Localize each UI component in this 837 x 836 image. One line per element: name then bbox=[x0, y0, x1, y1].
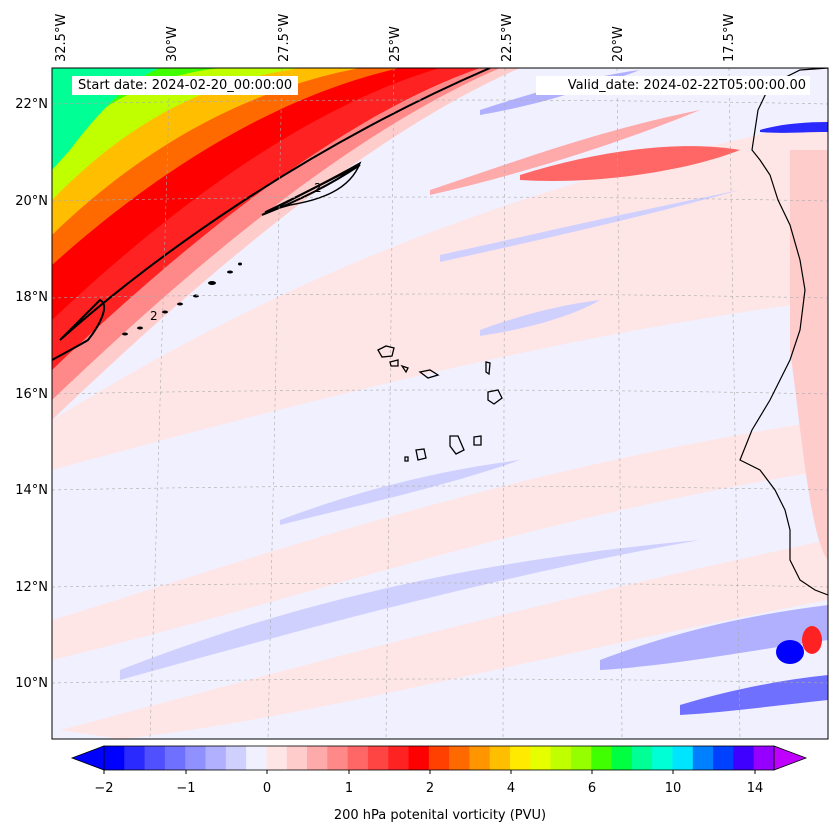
colorbar-swatch bbox=[570, 746, 592, 770]
colorbar-swatch bbox=[185, 746, 207, 770]
lon-label: 20°W bbox=[611, 26, 626, 62]
colorbar-tick-label: 1 bbox=[344, 781, 354, 796]
colorbar-swatch bbox=[510, 746, 531, 770]
colorbar-swatch bbox=[489, 746, 511, 770]
colorbar-swatch bbox=[631, 746, 653, 770]
colorbar-swatch bbox=[205, 746, 227, 770]
colorbar-swatch bbox=[307, 746, 328, 770]
colorbar-swatch bbox=[611, 746, 633, 770]
lon-label: 27.5°W bbox=[277, 13, 292, 62]
pv-pink-streak bbox=[60, 540, 828, 739]
colorbar-swatch bbox=[469, 746, 491, 770]
pv-blue-streak bbox=[280, 460, 520, 525]
colorbar-swatch bbox=[225, 746, 247, 770]
start-date-label: Start date: 2024-02-20_00:00:00 bbox=[72, 76, 299, 95]
pv-red-streak bbox=[520, 146, 740, 181]
colorbar-swatch bbox=[591, 746, 613, 770]
contour-label: 2 bbox=[314, 181, 322, 195]
colorbar-under-arrow bbox=[70, 745, 105, 771]
colorbar-swatch bbox=[530, 746, 552, 770]
pv-blue-blob bbox=[776, 640, 804, 664]
contour-label: 2 bbox=[150, 309, 158, 323]
colorbar-tick-label: −2 bbox=[94, 781, 114, 796]
lat-label: 12°N bbox=[15, 580, 48, 595]
colorbar-swatch bbox=[692, 746, 714, 770]
colorbar-swatch bbox=[449, 746, 470, 770]
colorbar-tick-label: 0 bbox=[262, 781, 272, 796]
lat-label: 18°N bbox=[15, 290, 48, 305]
lon-label: 25°W bbox=[388, 26, 403, 62]
pv-pink-streak bbox=[52, 420, 828, 660]
colorbar-swatch bbox=[327, 746, 349, 770]
colorbar-swatch bbox=[367, 746, 389, 770]
colorbar-tick-label: −1 bbox=[176, 781, 196, 796]
pv-pink-streak bbox=[52, 120, 828, 470]
colorbar-swatch bbox=[428, 746, 450, 770]
colorbar-swatch bbox=[266, 746, 288, 770]
lon-label: 17.5°W bbox=[722, 13, 737, 62]
cape-verde-islands bbox=[377, 345, 503, 462]
colorbar bbox=[70, 745, 808, 774]
pv-blue-streak bbox=[760, 122, 828, 133]
colorbar-tick-label: 14 bbox=[746, 781, 764, 796]
pv-contour-dots bbox=[122, 262, 242, 336]
lat-label: 22°N bbox=[15, 97, 48, 112]
colorbar-tick-label: 6 bbox=[587, 781, 597, 796]
map-frame bbox=[51, 67, 829, 740]
colorbar-swatch bbox=[652, 746, 673, 770]
colorbar-tick-label: 2 bbox=[425, 781, 435, 796]
valid-date-label: Valid_date: 2024-02-22T05:00:00.00 bbox=[536, 76, 810, 95]
colorbar-swatch bbox=[672, 746, 694, 770]
pv-red-blob bbox=[802, 626, 822, 654]
pv-blue-streak bbox=[600, 605, 828, 670]
lat-label: 10°N bbox=[15, 676, 48, 691]
colorbar-frame bbox=[103, 745, 775, 771]
colorbar-swatch bbox=[733, 746, 755, 770]
pv-blue-streak bbox=[480, 300, 600, 336]
colorbar-swatch bbox=[164, 746, 186, 770]
colorbar-swatch bbox=[753, 746, 775, 770]
colorbar-swatch bbox=[246, 746, 267, 770]
colorbar-swatch bbox=[388, 746, 410, 770]
lon-label: 30°W bbox=[165, 26, 180, 62]
pv-blue-streak bbox=[680, 675, 828, 715]
colorbar-swatch bbox=[286, 746, 308, 770]
african-coastline bbox=[739, 68, 828, 596]
colorbar-over-arrow bbox=[773, 745, 808, 771]
colorbar-swatch bbox=[347, 746, 369, 770]
colorbar-swatch bbox=[124, 746, 146, 770]
map-gridlines bbox=[52, 68, 828, 739]
lat-label: 20°N bbox=[15, 194, 48, 209]
colorbar-title: 200 hPa potenital vorticity (PVU) bbox=[333, 808, 547, 823]
colorbar-swatch bbox=[408, 746, 430, 770]
colorbar-swatch bbox=[550, 746, 572, 770]
lat-label: 14°N bbox=[15, 483, 48, 498]
colorbar-swatch bbox=[713, 746, 734, 770]
colorbar-tick-label: 4 bbox=[506, 781, 516, 796]
lon-label: 32.5°W bbox=[54, 13, 69, 62]
colorbar-swatch bbox=[144, 746, 166, 770]
colorbar-swatch bbox=[104, 746, 125, 770]
lon-label: 22.5°W bbox=[500, 13, 515, 62]
pv-right-edge-pink bbox=[790, 150, 828, 560]
lat-label: 16°N bbox=[15, 387, 48, 402]
colorbar-tick-label: 10 bbox=[664, 781, 682, 796]
pv-red-streak bbox=[430, 110, 700, 195]
pv-blue-streak bbox=[440, 190, 740, 262]
pv-2-contour-inner bbox=[264, 161, 362, 213]
